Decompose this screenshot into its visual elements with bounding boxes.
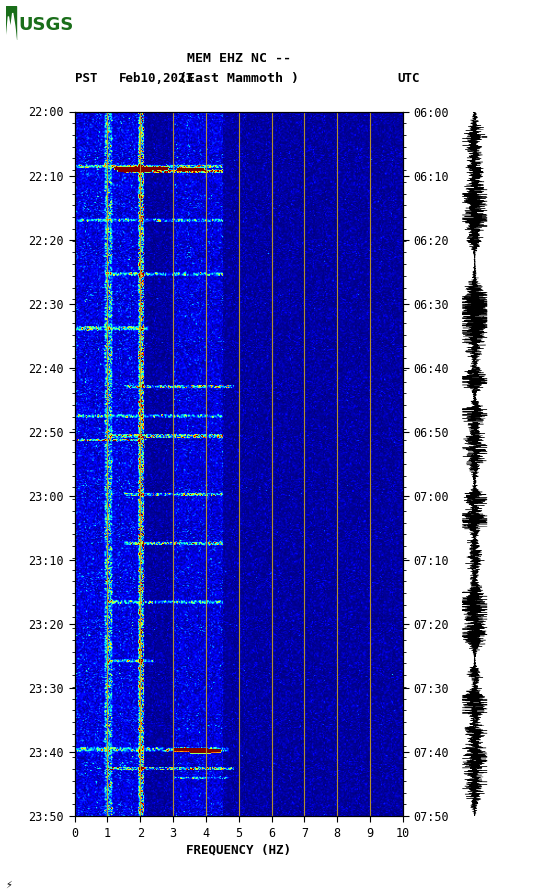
Text: USGS: USGS (18, 16, 74, 34)
Text: ⚡: ⚡ (6, 880, 12, 889)
Polygon shape (6, 13, 17, 40)
Text: MEM EHZ NC --: MEM EHZ NC -- (187, 52, 291, 65)
Text: Feb10,2023: Feb10,2023 (119, 71, 194, 85)
Text: UTC: UTC (397, 71, 420, 85)
X-axis label: FREQUENCY (HZ): FREQUENCY (HZ) (186, 844, 291, 856)
Text: (East Mammoth ): (East Mammoth ) (179, 71, 299, 85)
Bar (6, 6, 17, 40)
Text: PST: PST (75, 71, 97, 85)
